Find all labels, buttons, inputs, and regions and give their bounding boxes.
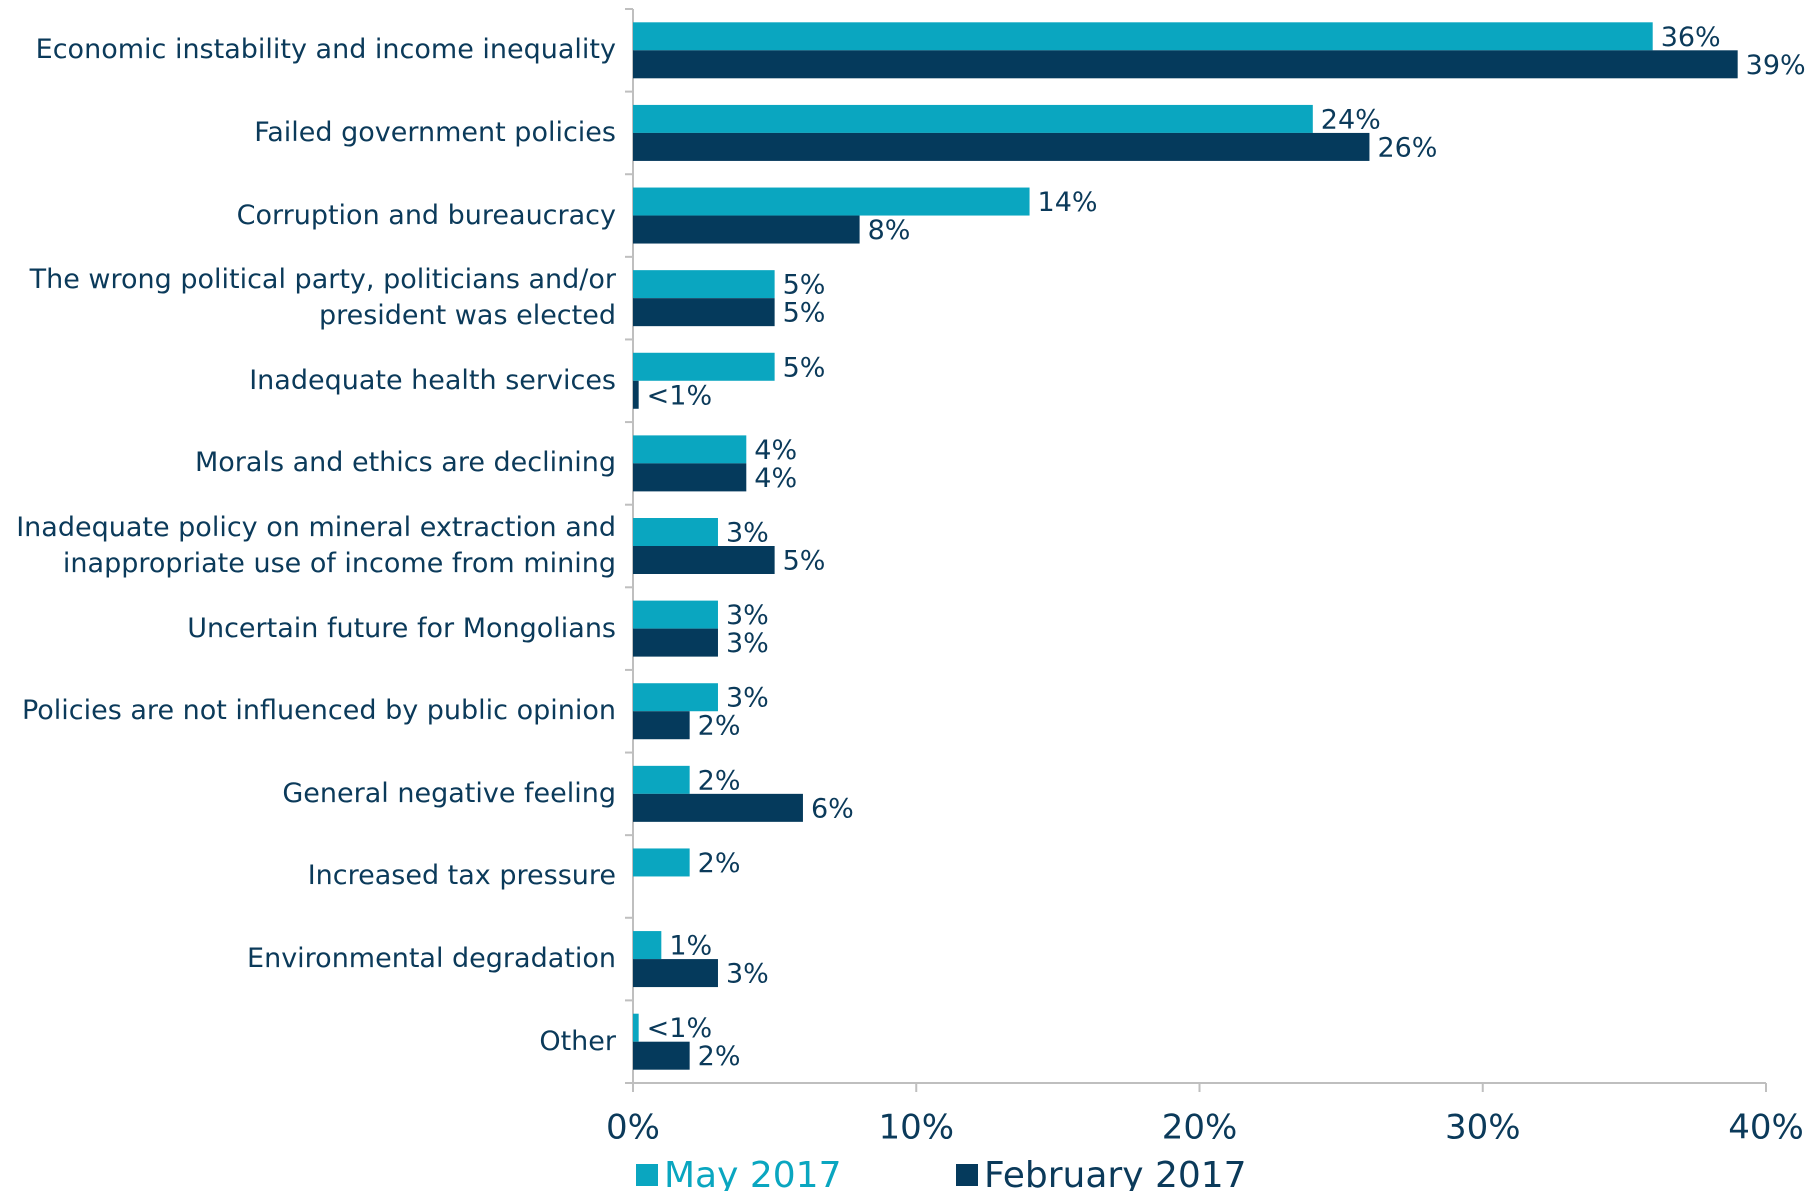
- value-label: 5%: [783, 352, 826, 383]
- category-label: Inadequate health services: [249, 364, 616, 396]
- value-label: 2%: [698, 848, 741, 879]
- bar: [633, 1013, 639, 1042]
- bar: [633, 463, 747, 492]
- bar: [633, 352, 775, 381]
- category-label: Inadequate policy on mineral extraction …: [16, 512, 616, 579]
- x-tick-label: 40%: [1728, 1108, 1804, 1148]
- value-label: 6%: [811, 793, 854, 824]
- value-label: 5%: [783, 546, 826, 577]
- bar: [633, 104, 1313, 133]
- value-label: <1%: [647, 1013, 712, 1044]
- value-label: 3%: [726, 518, 769, 549]
- bar: [633, 711, 690, 740]
- value-label: 8%: [868, 215, 911, 246]
- legend-label: February 2017: [984, 1155, 1247, 1191]
- bar: [633, 380, 639, 409]
- value-label: 4%: [754, 435, 797, 466]
- bar: [633, 628, 718, 657]
- legend-swatch: [636, 1164, 658, 1186]
- category-label: Morals and ethics are declining: [194, 447, 616, 479]
- value-label: 26%: [1377, 132, 1437, 163]
- bar: [633, 215, 860, 244]
- legend-label: May 2017: [664, 1155, 842, 1191]
- bar: [633, 518, 718, 546]
- bar: [633, 187, 1030, 216]
- bar: [633, 270, 775, 299]
- bar: [633, 848, 690, 877]
- bar: [633, 959, 718, 988]
- category-label: The wrong political party, politicians a…: [29, 264, 616, 332]
- value-label: 1%: [669, 931, 712, 962]
- x-tick-label: 10%: [878, 1108, 954, 1148]
- category-label: Increased tax pressure: [307, 860, 616, 892]
- value-label: 2%: [698, 765, 741, 796]
- bar: [633, 435, 747, 464]
- category-label: Uncertain future for Mongolians: [187, 612, 616, 644]
- value-label: 36%: [1661, 22, 1721, 53]
- value-label: 24%: [1321, 104, 1381, 135]
- bar: [633, 765, 690, 794]
- value-label: 3%: [726, 600, 769, 631]
- value-label: 3%: [726, 628, 769, 659]
- category-label: Failed government policies: [254, 116, 616, 148]
- category-label: Corruption and bureaucracy: [236, 199, 616, 231]
- category-label: General negative feeling: [282, 777, 616, 809]
- bar: [633, 546, 775, 574]
- x-tick-label: 30%: [1445, 1108, 1521, 1148]
- legend-swatch: [956, 1164, 978, 1186]
- bar: [633, 793, 803, 822]
- bar: [633, 1041, 690, 1070]
- category-label: Environmental degradation: [247, 943, 616, 975]
- bar: [633, 931, 662, 960]
- value-label: 5%: [783, 298, 826, 329]
- bar: [633, 600, 718, 629]
- value-label: 2%: [698, 1041, 741, 1072]
- x-tick-label: 20%: [1162, 1108, 1238, 1148]
- bar: [633, 50, 1738, 79]
- category-label: Economic instability and income inequali…: [35, 34, 616, 66]
- bar: [633, 298, 775, 327]
- bar: [633, 22, 1653, 51]
- value-label: 39%: [1746, 50, 1806, 81]
- x-tick-label: 0%: [606, 1108, 660, 1148]
- value-label: 14%: [1038, 187, 1098, 218]
- category-label: Other: [539, 1025, 616, 1057]
- value-label: 2%: [698, 711, 741, 742]
- category-label: Policies are not influenced by public op…: [21, 695, 616, 727]
- value-label: 5%: [783, 270, 826, 301]
- bar: [633, 683, 718, 712]
- value-label: <1%: [647, 380, 712, 411]
- bar: [633, 132, 1370, 161]
- value-label: 3%: [726, 683, 769, 714]
- value-label: 4%: [754, 463, 797, 494]
- value-label: 3%: [726, 959, 769, 990]
